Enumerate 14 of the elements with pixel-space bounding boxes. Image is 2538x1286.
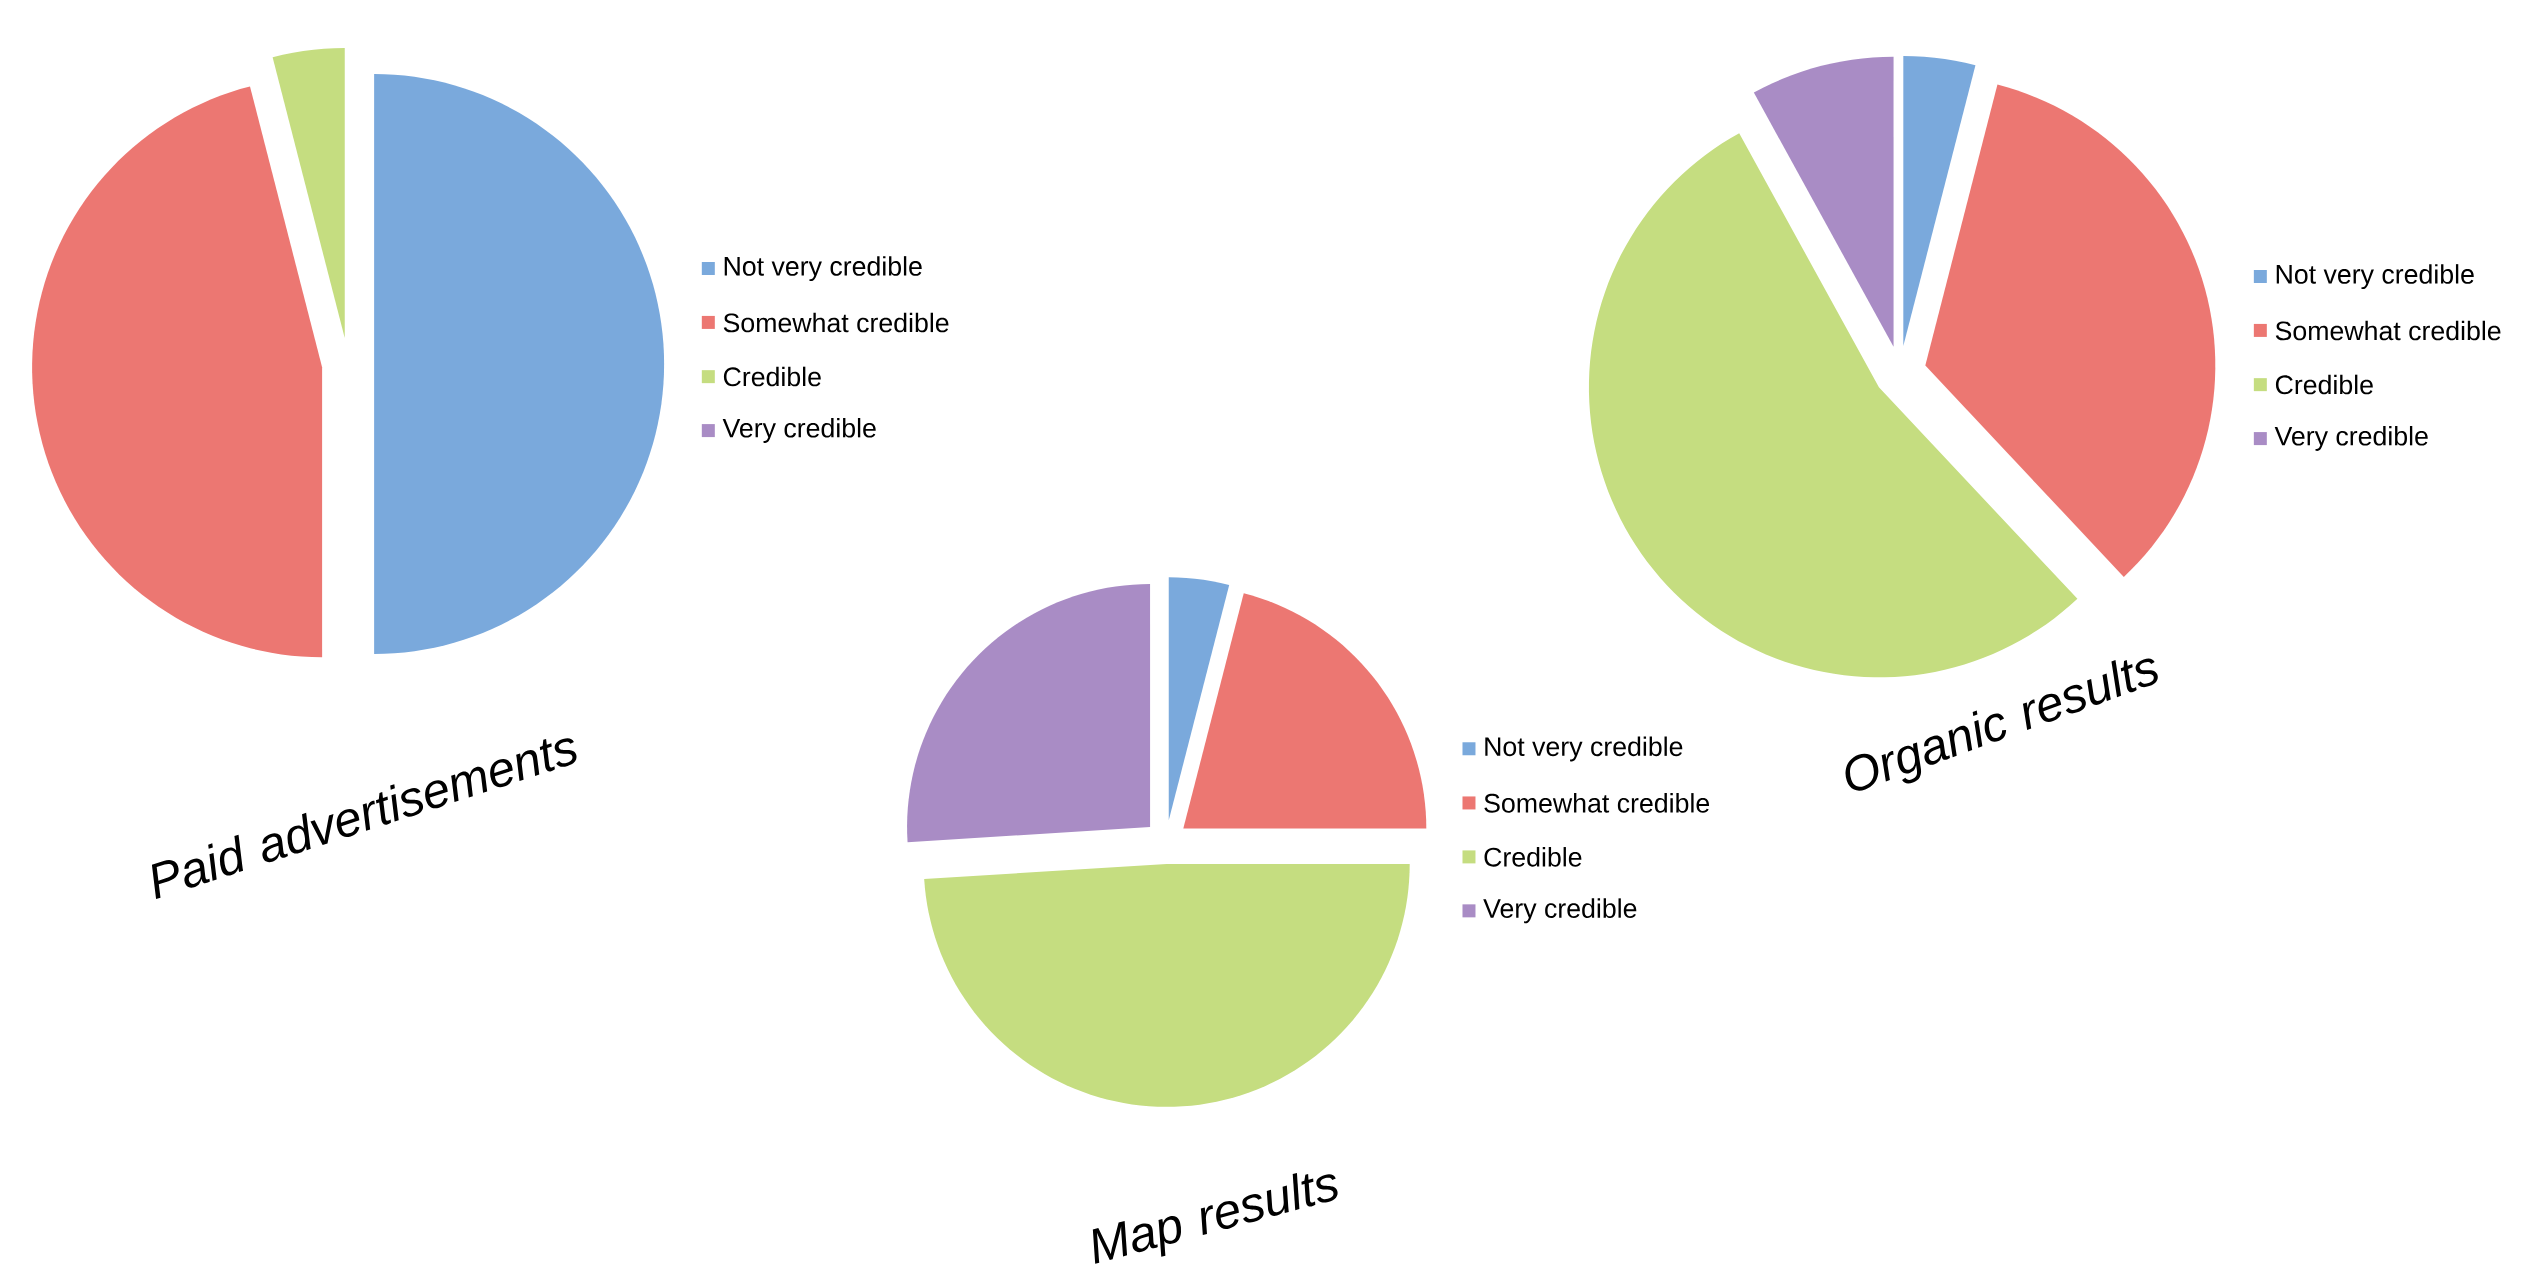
legend-label: Very credible (2274, 425, 2428, 451)
legend-label: Credible (1484, 847, 1582, 867)
legend-label: Credible (723, 366, 821, 387)
text: Map results (1092, 1172, 1338, 1264)
legend-label: Somewhat credible (1484, 793, 1710, 813)
legend-label: Not very credible (2276, 264, 2474, 290)
legend-label: Not very credible (1485, 736, 1683, 762)
legend-label: Not very credible (724, 256, 922, 282)
legend-label: Credible (2275, 374, 2373, 395)
text: Organic results (1845, 658, 2158, 791)
legend-label: Very credible (722, 417, 876, 443)
legend-label: Somewhat credible (2275, 320, 2501, 341)
legend-label: Somewhat credible (723, 312, 949, 333)
legend-label: Very credible (1483, 898, 1637, 924)
